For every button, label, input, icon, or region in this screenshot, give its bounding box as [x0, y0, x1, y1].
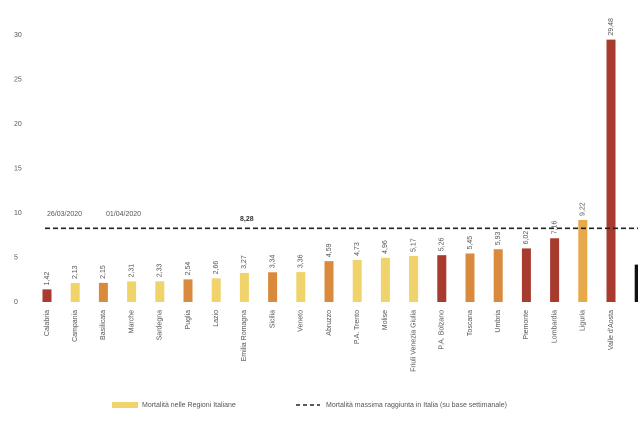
- bar: [606, 39, 616, 303]
- bar: [380, 257, 390, 302]
- bar: [550, 238, 560, 302]
- value-label: 3,27: [241, 255, 248, 269]
- x-tick-label: Sardegna: [157, 310, 164, 340]
- value-label: 29,48: [608, 18, 615, 36]
- x-tick-label: Lombardia: [551, 310, 558, 343]
- y-tick-label: 25: [14, 76, 22, 83]
- x-tick-label: Umbria: [495, 310, 502, 333]
- value-label: 5,26: [439, 237, 446, 251]
- bar: [521, 248, 531, 302]
- bar: [324, 261, 334, 302]
- x-tick-label: Puglia: [185, 310, 192, 330]
- bar: [155, 281, 165, 302]
- x-tick-label: Veneto: [298, 310, 305, 332]
- x-tick-label: Emilia Romagna: [241, 310, 248, 361]
- value-label: 2,13: [72, 265, 79, 279]
- value-label: 2,54: [185, 262, 192, 276]
- x-tick-label: P.A. Bolzano: [439, 310, 446, 350]
- bar: [493, 249, 503, 302]
- bar: [239, 272, 249, 302]
- x-tick-label: Valle d'Aosta: [608, 310, 615, 350]
- value-label: 5,45: [467, 236, 474, 250]
- bar: [634, 264, 638, 302]
- y-tick-label: 10: [14, 210, 22, 217]
- y-tick-label: 0: [14, 299, 18, 306]
- x-tick-label: Calabria: [44, 310, 51, 336]
- value-label: 2,31: [128, 264, 135, 278]
- annotation: 01/04/2020: [106, 211, 141, 218]
- y-tick-label: 20: [14, 121, 22, 128]
- x-tick-label: P.A. Trento: [354, 310, 361, 344]
- bar: [42, 289, 52, 302]
- bar: [296, 272, 306, 302]
- bar: [98, 282, 108, 302]
- x-tick-label: Marche: [128, 310, 135, 333]
- bar: [183, 279, 193, 302]
- bar: [437, 255, 447, 302]
- y-tick-label: 15: [14, 165, 22, 172]
- value-label: 3,34: [269, 255, 276, 269]
- value-label: 4,59: [326, 243, 333, 257]
- x-tick-label: Molise: [382, 310, 389, 330]
- bar: [578, 219, 588, 302]
- y-tick-label: 30: [14, 32, 22, 39]
- value-label: 6,02: [523, 231, 530, 245]
- bar: [211, 278, 221, 302]
- x-tick-label: Lazio: [213, 310, 220, 327]
- legend-swatch: [112, 402, 138, 408]
- legend-label: Mortalità massima raggiunta in Italia (s…: [326, 402, 507, 409]
- annotation: 26/03/2020: [47, 211, 82, 218]
- bar: [465, 253, 475, 302]
- value-label: 7,16: [551, 221, 558, 235]
- value-label: 3,36: [298, 254, 305, 268]
- value-label: 4,73: [354, 242, 361, 256]
- x-tick-label: Piemonte: [523, 310, 530, 340]
- x-tick-label: Toscana: [467, 310, 474, 336]
- value-label: 2,33: [157, 264, 164, 278]
- value-label: 1,42: [44, 272, 51, 286]
- reference-label: 8,28: [240, 216, 254, 223]
- x-tick-label: Campania: [72, 310, 79, 342]
- value-label: 2,15: [100, 265, 107, 279]
- value-label: 5,17: [410, 238, 417, 252]
- value-label: 2,66: [213, 261, 220, 275]
- bar: [409, 255, 419, 302]
- x-tick-label: Friuli Venezia Giulia: [410, 310, 417, 372]
- value-label: 5,93: [495, 231, 502, 245]
- bar: [70, 283, 80, 302]
- bar: [127, 281, 137, 302]
- legend-label: Mortalità nelle Regioni Italiane: [142, 402, 236, 409]
- x-tick-label: Liguria: [580, 310, 587, 331]
- bar: [268, 272, 278, 302]
- x-tick-label: Abruzzo: [326, 310, 333, 336]
- x-tick-label: Basilicata: [100, 310, 107, 340]
- value-label: 9,22: [580, 202, 587, 216]
- x-tick-label: Sicilia: [269, 310, 276, 328]
- y-tick-label: 5: [14, 254, 18, 261]
- value-label: 4,96: [382, 240, 389, 254]
- bar: [352, 259, 362, 302]
